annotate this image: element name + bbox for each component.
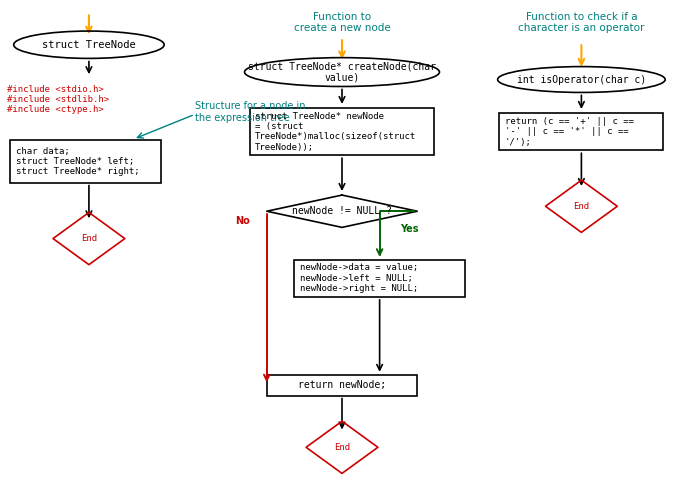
- Text: End: End: [573, 202, 590, 211]
- Text: int isOperator(char c): int isOperator(char c): [517, 75, 646, 84]
- Text: Function to
create a new node: Function to create a new node: [293, 11, 391, 33]
- Text: return newNode;: return newNode;: [298, 380, 386, 390]
- Text: Yes: Yes: [400, 224, 419, 234]
- Text: struct TreeNode* newNode
= (struct
TreeNode*)malloc(sizeof(struct
TreeNode));: struct TreeNode* newNode = (struct TreeN…: [255, 112, 417, 152]
- Text: struct TreeNode* createNode(char
value): struct TreeNode* createNode(char value): [248, 61, 436, 83]
- Text: newNode != NULL ?: newNode != NULL ?: [292, 206, 392, 216]
- Text: End: End: [81, 234, 97, 243]
- Text: Function to check if a
character is an operator: Function to check if a character is an o…: [518, 11, 644, 33]
- Text: Structure for a node in
the expression tree: Structure for a node in the expression t…: [195, 101, 306, 123]
- Text: No: No: [235, 216, 250, 226]
- Text: newNode->data = value;
newNode->left = NULL;
newNode->right = NULL;: newNode->data = value; newNode->left = N…: [300, 263, 418, 293]
- Text: char data;
struct TreeNode* left;
struct TreeNode* right;: char data; struct TreeNode* left; struct…: [16, 147, 140, 176]
- Text: #include <stdio.h>
#include <stdlib.h>
#include <ctype.h>: #include <stdio.h> #include <stdlib.h> #…: [7, 84, 109, 114]
- Text: struct TreeNode: struct TreeNode: [42, 40, 136, 50]
- Text: End: End: [334, 443, 350, 452]
- Text: return (c == '+' || c ==
'-' || c == '*' || c ==
'/');: return (c == '+' || c == '-' || c == '*'…: [505, 117, 634, 147]
